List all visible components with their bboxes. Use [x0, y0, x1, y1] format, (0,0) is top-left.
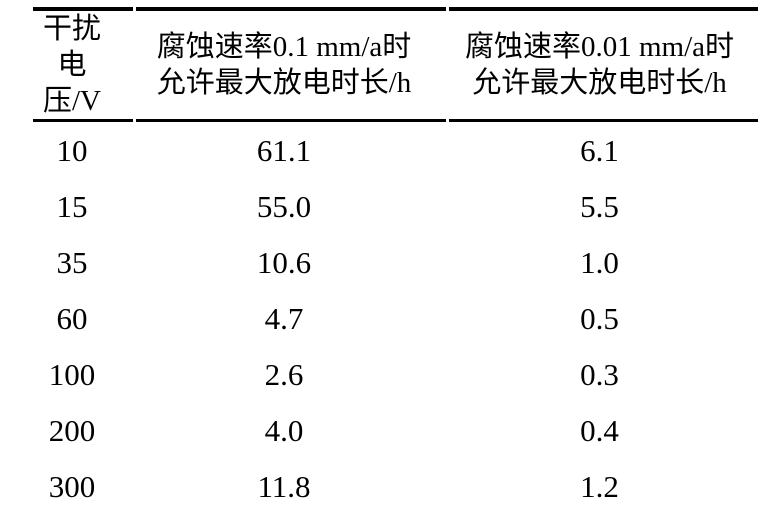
cell-duration-0.01: 1.2 — [449, 458, 758, 511]
table-row: 60 4.7 0.5 — [33, 290, 758, 346]
cell-duration-0.01: 0.4 — [580, 412, 619, 448]
cell-voltage: 15 — [56, 188, 88, 224]
discharge-duration-table: 干扰电 压/V 腐蚀速率0.1 mm/a时 允许最大放电时长/h 腐蚀速率0.0… — [30, 7, 761, 511]
column-header-max-discharge-0.1mma: 腐蚀速率0.1 mm/a时 允许最大放电时长/h — [136, 7, 446, 122]
cell-duration-0.1: 4.0 — [264, 412, 304, 448]
cell-duration-0.01: 1.0 — [580, 244, 619, 280]
cell-duration-0.1: 61.1 — [256, 132, 312, 168]
cell-voltage: 300 — [33, 458, 133, 511]
header-line: 允许最大放电时长/h — [156, 67, 412, 99]
cell-duration-0.1: 2.6 — [264, 356, 304, 392]
cell-duration-0.01: 6.1 — [580, 132, 619, 168]
table-row: 15 55.0 5.5 — [33, 178, 758, 234]
table-row: 300 11.8 1.2 — [33, 458, 758, 511]
cell-voltage: 10 — [56, 132, 88, 168]
cell-duration-0.1: 4.7 — [264, 300, 304, 336]
table-row: 10 61.1 6.1 — [33, 122, 758, 178]
cell-duration-0.01: 0.3 — [580, 356, 619, 392]
table-row: 35 10.6 1.0 — [33, 234, 758, 290]
table-row: 100 2.6 0.3 — [33, 346, 758, 402]
header-line: 腐蚀速率0.01 mm/a时 — [464, 31, 735, 63]
header-line: 腐蚀速率0.1 mm/a时 — [156, 31, 412, 63]
table-row: 200 4.0 0.4 — [33, 402, 758, 458]
header-line: 允许最大放电时长/h — [472, 67, 727, 99]
table-header: 干扰电 压/V 腐蚀速率0.1 mm/a时 允许最大放电时长/h 腐蚀速率0.0… — [33, 7, 758, 122]
table-body: 10 61.1 6.1 15 55.0 5.5 35 10.6 1.0 60 4… — [33, 122, 758, 511]
cell-duration-0.1: 10.6 — [256, 244, 312, 280]
cell-voltage: 60 — [56, 300, 88, 336]
header-line: 压/V — [42, 85, 101, 117]
column-header-max-discharge-0.01mma: 腐蚀速率0.01 mm/a时 允许最大放电时长/h — [449, 7, 758, 122]
header-line: 干扰电 — [42, 13, 101, 81]
header-row: 干扰电 压/V 腐蚀速率0.1 mm/a时 允许最大放电时长/h 腐蚀速率0.0… — [33, 7, 758, 122]
cell-duration-0.01: 5.5 — [580, 188, 619, 224]
cell-duration-0.01: 0.5 — [580, 300, 619, 336]
cell-duration-0.1: 55.0 — [256, 188, 312, 224]
cell-voltage: 200 — [48, 412, 96, 448]
column-header-interference-voltage: 干扰电 压/V — [33, 7, 133, 122]
cell-duration-0.1: 11.8 — [136, 458, 446, 511]
cell-voltage: 100 — [48, 356, 96, 392]
cell-voltage: 35 — [56, 244, 88, 280]
